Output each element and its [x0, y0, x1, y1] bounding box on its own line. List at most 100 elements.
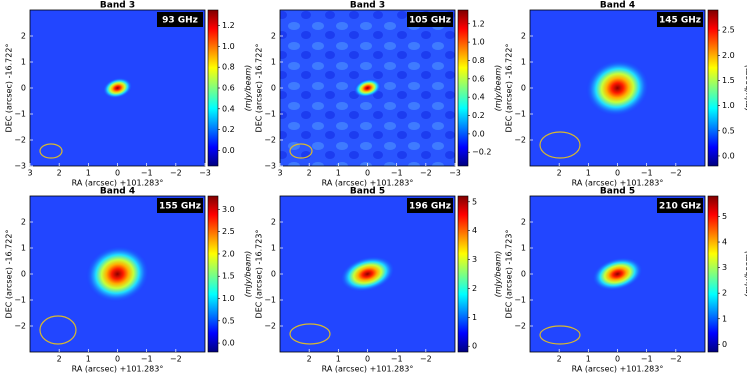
y-tick-label: −1 — [14, 296, 26, 305]
y-axis-label: DEC (arcsec) -16.723° — [255, 230, 264, 319]
y-tick-label: 1 — [271, 58, 276, 67]
colorbar-label: (mJy/beam) — [494, 65, 503, 112]
colorbar-tick-label: 0.0 — [222, 146, 235, 155]
annotation: 155 GHz — [159, 202, 201, 212]
colorbar-tick-label: 4 — [472, 226, 477, 235]
y-tick-label: −2 — [264, 136, 276, 145]
colorbar-tick-label: 2.5 — [722, 26, 735, 35]
colorbar-tick-label: 3 — [472, 255, 477, 264]
colorbar-tick-label: 0.6 — [472, 74, 485, 83]
colorbar-tick-label: 3.0 — [222, 205, 235, 214]
x-tick-label: −3 — [449, 169, 461, 178]
beam — [539, 325, 581, 345]
colorbar — [207, 195, 219, 353]
source — [102, 77, 133, 99]
colorbar-tick-label: 0.8 — [222, 63, 235, 72]
x-tick-label: −1 — [141, 169, 153, 178]
colorbar-tick-label: 0.4 — [222, 104, 235, 113]
colorbar-tick-label: 0.5 — [222, 316, 235, 325]
colorbar — [207, 9, 219, 167]
y-tick-label: 2 — [521, 32, 526, 41]
y-tick-label: −2 — [514, 322, 526, 331]
y-axis-label: DEC (arcsec) -16.722° — [5, 230, 14, 319]
colorbar-tick-label: 5 — [472, 197, 477, 206]
colorbar-tick-label: 1 — [472, 313, 477, 322]
y-tick-label: 1 — [521, 58, 526, 67]
colorbar-tick-label: 0.2 — [222, 125, 235, 134]
colorbar-label: (mJy/beam) — [494, 251, 503, 298]
beam — [539, 131, 581, 159]
colorbar-tick-label: 1.5 — [722, 76, 735, 85]
colorbar-tick-label: 0.0 — [222, 339, 235, 348]
colorbar-tick-label: 1.0 — [222, 294, 235, 303]
x-tick-label: 0 — [115, 169, 120, 178]
x-tick-label: −1 — [141, 355, 153, 364]
y-axis-label: DEC (arcsec) -16.722° — [5, 44, 14, 133]
annotation: 105 GHz — [409, 16, 451, 26]
colorbar-tick-label: 0.8 — [472, 56, 485, 65]
x-tick-label: 2 — [307, 355, 312, 364]
y-tick-label: −2 — [514, 136, 526, 145]
colorbar-tick-label: 0.2 — [472, 111, 485, 120]
colorbar-tick-label: 4 — [722, 238, 727, 247]
source — [340, 256, 395, 292]
colorbar — [457, 195, 469, 353]
beam — [39, 315, 77, 345]
y-tick-label: 0 — [271, 84, 276, 93]
x-tick-label: −1 — [641, 169, 653, 178]
y-tick-label: −1 — [264, 296, 276, 305]
y-tick-label: 0 — [21, 270, 26, 279]
y-tick-label: −2 — [14, 322, 26, 331]
colorbar-tick-label: 5 — [722, 212, 727, 221]
colorbar-tick-label: 2 — [472, 284, 477, 293]
beam — [289, 143, 313, 159]
x-tick-label: −2 — [170, 169, 182, 178]
source — [592, 257, 643, 291]
colorbar-tick-label: 2.0 — [722, 51, 735, 60]
x-tick-label: 0 — [615, 355, 620, 364]
y-tick-label: −2 — [264, 322, 276, 331]
colorbar-tick-label: 0.4 — [472, 93, 485, 102]
x-tick-label: −2 — [420, 355, 432, 364]
y-tick-label: 2 — [521, 218, 526, 227]
annotation-box — [407, 12, 453, 27]
colorbar-label: (mJy/beam) — [244, 65, 253, 112]
x-tick-label: −2 — [670, 169, 682, 178]
colorbar-tick-label: 1.2 — [222, 21, 235, 30]
beam — [39, 143, 63, 159]
x-tick-label: 1 — [586, 355, 591, 364]
x-tick-label: −1 — [391, 355, 403, 364]
colorbar — [707, 9, 719, 167]
x-tick-label: 1 — [86, 169, 91, 178]
annotation: 196 GHz — [409, 202, 451, 212]
x-tick-label: −2 — [670, 355, 682, 364]
panel-title: Band 4 — [600, 1, 635, 11]
y-tick-label: −1 — [514, 110, 526, 119]
x-axis-label: RA (arcsec) +101.283° — [572, 179, 664, 188]
x-axis-label: RA (arcsec) +101.283° — [72, 365, 164, 374]
colorbar-tick-label: 2.0 — [222, 249, 235, 258]
colorbar-label: (mJy/beam) — [744, 65, 747, 112]
x-axis-label: RA (arcsec) +101.283° — [572, 365, 664, 374]
y-tick-label: 1 — [21, 58, 26, 67]
y-tick-label: 1 — [21, 244, 26, 253]
y-tick-label: 0 — [521, 84, 526, 93]
x-tick-label: 3 — [27, 169, 32, 178]
x-tick-label: −2 — [170, 355, 182, 364]
colorbar-tick-label: 2.5 — [222, 227, 235, 236]
x-tick-label: 1 — [86, 355, 91, 364]
x-axis-label: RA (arcsec) +101.283° — [72, 179, 164, 188]
colorbar-tick-label: 0.0 — [472, 129, 485, 138]
y-tick-label: 1 — [271, 244, 276, 253]
colorbar-tick-label: 1.0 — [722, 101, 735, 110]
colorbar — [457, 9, 469, 167]
colorbar-tick-label: 0.6 — [222, 84, 235, 93]
y-tick-label: 0 — [521, 270, 526, 279]
x-tick-label: 0 — [115, 355, 120, 364]
x-tick-label: 2 — [307, 169, 312, 178]
x-tick-label: 0 — [615, 169, 620, 178]
x-tick-label: −3 — [199, 169, 211, 178]
x-tick-label: −2 — [420, 169, 432, 178]
x-axis-label: RA (arcsec) +101.283° — [322, 365, 414, 374]
colorbar-label: (mJy/beam) — [244, 251, 253, 298]
